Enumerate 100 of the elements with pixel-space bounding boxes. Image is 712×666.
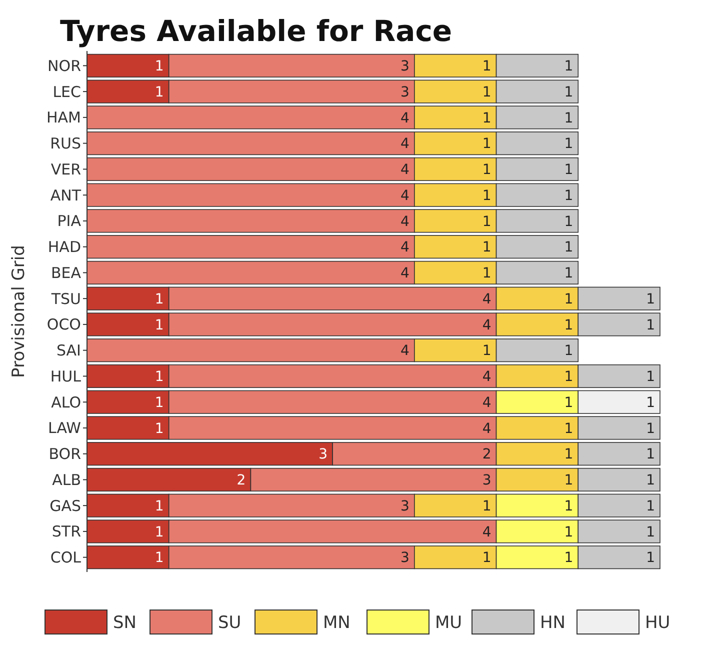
data-label: 3: [400, 498, 410, 514]
data-label: 1: [564, 394, 574, 411]
data-label: 1: [564, 291, 574, 308]
y-tick-label: LAW: [48, 419, 82, 438]
data-label: 4: [482, 420, 492, 437]
data-label: 1: [564, 136, 574, 152]
data-label: 1: [154, 420, 164, 437]
data-label: 1: [564, 317, 574, 334]
data-label: 1: [564, 84, 574, 100]
data-label: 1: [154, 317, 164, 334]
data-label: 1: [482, 266, 492, 282]
y-tick-label: PIA: [57, 212, 82, 230]
chart-title: Tyres Available for Race: [60, 14, 452, 48]
data-label: 1: [646, 394, 655, 411]
data-label: 1: [646, 420, 655, 437]
data-label: 1: [564, 110, 574, 126]
y-tick-label: LEC: [52, 82, 81, 101]
data-label: 4: [482, 291, 492, 308]
data-label: 1: [564, 498, 574, 514]
data-label: 3: [482, 472, 492, 489]
data-label: 1: [564, 240, 574, 256]
data-label: 2: [482, 446, 492, 463]
data-label: 1: [482, 498, 492, 514]
data-label: 1: [646, 369, 655, 386]
legend-label: HN: [540, 612, 566, 633]
data-label: 1: [482, 214, 492, 230]
data-label: 1: [154, 550, 164, 566]
y-tick-label: STR: [52, 522, 81, 541]
data-label: 1: [482, 84, 492, 100]
data-label: 1: [482, 136, 492, 152]
data-label: 3: [318, 446, 328, 463]
y-tick-label: SAI: [56, 342, 81, 360]
y-tick-label: NOR: [48, 56, 81, 75]
data-label: 4: [400, 162, 410, 178]
data-label: 1: [564, 420, 574, 437]
data-label: 4: [400, 188, 410, 204]
legend-label: MN: [323, 612, 350, 633]
y-axis-title: Provisional Grid: [9, 245, 29, 378]
data-label: 1: [482, 343, 492, 360]
data-label: 1: [154, 498, 164, 514]
data-label: 1: [646, 550, 655, 566]
data-label: 1: [154, 394, 164, 411]
y-tick-label: HUL: [50, 367, 82, 386]
legend-label: MU: [435, 612, 462, 633]
data-label: 4: [400, 240, 410, 256]
data-label: 1: [482, 550, 492, 566]
y-tick-label: RUS: [50, 134, 81, 153]
data-label: 1: [564, 58, 574, 75]
y-tick-label: BOR: [48, 445, 81, 464]
y-tick-label: ALB: [52, 470, 81, 489]
data-label: 1: [646, 472, 655, 489]
legend-label: SU: [218, 612, 242, 633]
data-label: 1: [482, 240, 492, 256]
data-label: 1: [154, 524, 164, 540]
data-label: 2: [236, 472, 246, 489]
data-label: 4: [482, 524, 492, 540]
data-label: 1: [482, 110, 492, 126]
y-tick-label: VER: [50, 160, 81, 178]
data-label: 1: [482, 188, 492, 204]
legend-label: HU: [645, 612, 670, 633]
data-label: 4: [400, 110, 410, 126]
legend-label: SN: [113, 612, 137, 633]
y-tick-label: ANT: [50, 186, 82, 204]
data-label: 1: [564, 550, 574, 566]
data-label: 1: [564, 214, 574, 230]
data-label: 1: [564, 446, 574, 463]
data-label: 4: [482, 394, 492, 411]
data-label: 4: [482, 369, 492, 386]
data-label: 1: [154, 84, 164, 100]
y-tick-label: OCO: [46, 316, 81, 334]
data-label: 1: [646, 317, 655, 334]
data-label: 1: [564, 524, 574, 540]
data-label: 1: [482, 162, 492, 178]
data-label: 1: [646, 498, 655, 514]
data-label: 1: [564, 369, 574, 386]
y-tick-label: BEA: [50, 264, 82, 282]
data-label: 1: [646, 446, 655, 463]
data-label: 1: [154, 291, 164, 308]
data-label: 1: [154, 58, 164, 75]
data-label: 1: [154, 369, 164, 386]
data-label: 1: [564, 188, 574, 204]
data-label: 3: [400, 58, 410, 75]
data-label: 1: [564, 162, 574, 178]
data-label: 4: [482, 317, 492, 334]
data-label: 1: [564, 472, 574, 489]
y-tick-label: COL: [50, 548, 82, 567]
data-label: 1: [564, 343, 574, 360]
y-tick-label: HAD: [48, 238, 81, 256]
y-tick-label: GAS: [50, 496, 81, 515]
data-label: 3: [400, 550, 410, 566]
y-tick-label: TSU: [50, 290, 81, 308]
data-label: 4: [400, 266, 410, 282]
data-label: 3: [400, 84, 410, 100]
y-tick-label: ALO: [51, 393, 81, 412]
data-label: 1: [646, 291, 655, 308]
data-label: 4: [400, 214, 410, 230]
data-label: 4: [400, 136, 410, 152]
data-label: 1: [482, 58, 492, 75]
data-label: 1: [564, 266, 574, 282]
y-tick-label: HAM: [46, 108, 81, 127]
